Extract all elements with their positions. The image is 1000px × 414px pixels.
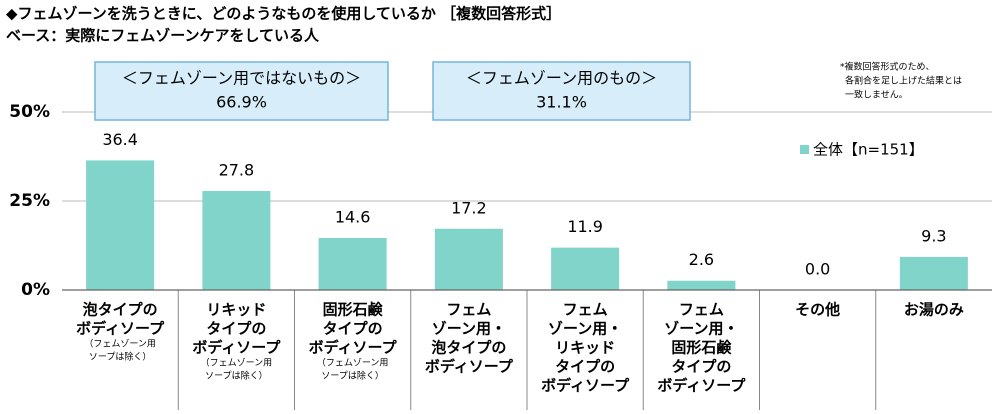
y-tick-label: 50% (9, 102, 50, 122)
x-tick-label: ボディソープ (76, 320, 165, 338)
bar (202, 191, 271, 290)
group-box (432, 61, 691, 121)
x-tick-label: フェム (563, 301, 608, 319)
group-total: 31.1% (536, 93, 587, 112)
x-tick-label: リキッド (555, 339, 615, 357)
x-tick-label: 固形石鹸 (323, 301, 384, 319)
value-label: 11.9 (567, 217, 603, 236)
chart-title: ◆フェムゾーンを洗うときに、どのようなものを使用しているか ［複数回答形式］ (6, 5, 561, 23)
value-label: 36.4 (102, 130, 138, 149)
x-tick-label: その他 (795, 301, 840, 319)
x-tick-note: ソープは除く） (205, 370, 267, 382)
x-tick-label: ボディソープ (309, 339, 398, 357)
x-tick-label: ボディソープ (541, 377, 630, 395)
x-tick-label: フェム (446, 301, 491, 319)
value-label: 14.6 (335, 208, 371, 227)
group-total: 66.9% (216, 93, 267, 112)
x-tick-label: タイプの (323, 320, 383, 338)
note: 一致しません。 (845, 89, 908, 101)
legend-label: 全体【n=151】 (813, 141, 924, 159)
value-label: 2.6 (689, 250, 714, 269)
x-tick-label: フェム (679, 301, 724, 319)
group-box (94, 61, 389, 121)
x-tick-label: ボディソープ (657, 377, 746, 395)
x-tick-label: ゾーン用・ (432, 320, 506, 338)
x-tick-label: ゾーン用・ (548, 320, 622, 338)
chart-subtitle: ベース：実際にフェムゾーンケアをしている人 (6, 27, 320, 45)
value-label: 27.8 (219, 161, 255, 180)
x-tick-label: ボディソープ (192, 339, 281, 357)
x-tick-label: ボディソープ (425, 358, 514, 376)
x-tick-label: リキッド (206, 301, 266, 319)
x-tick-label: タイプの (671, 358, 731, 376)
bar (551, 247, 620, 290)
x-tick-label: タイプの (555, 358, 615, 376)
bar (86, 160, 155, 290)
bar (318, 238, 387, 290)
legend-swatch (800, 145, 809, 154)
x-tick-note: （フェムゾーン用 (201, 358, 273, 369)
bar (434, 228, 503, 290)
x-tick-label: 固形石鹸 (671, 339, 732, 357)
group-label: ＜フェムゾーン用のもの＞ (466, 69, 657, 88)
note: *複数回答形式のため、 (840, 61, 935, 73)
y-tick-label: 25% (9, 191, 50, 211)
y-tick-label: 0% (21, 280, 50, 300)
x-tick-note: ソープは除く） (89, 351, 151, 363)
x-tick-note: ソープは除く） (321, 370, 383, 382)
note: 各割合を足し上げた結果とは (845, 75, 962, 87)
bar (667, 280, 736, 290)
x-tick-label: 泡タイプの (431, 339, 506, 357)
value-label: 9.3 (921, 226, 946, 245)
value-label: 0.0 (805, 260, 830, 279)
x-tick-note: （フェムゾーン用 (317, 358, 389, 369)
x-tick-label: ゾーン用・ (664, 320, 738, 338)
x-tick-label: タイプの (206, 320, 266, 338)
value-label: 17.2 (451, 198, 487, 217)
group-label: ＜フェムゾーン用ではないもの＞ (122, 69, 361, 88)
x-tick-label: 泡タイプの (83, 301, 158, 319)
x-tick-label: お湯のみ (904, 301, 964, 319)
x-tick-note: （フェムゾーン用 (84, 339, 156, 350)
bar (899, 256, 968, 290)
